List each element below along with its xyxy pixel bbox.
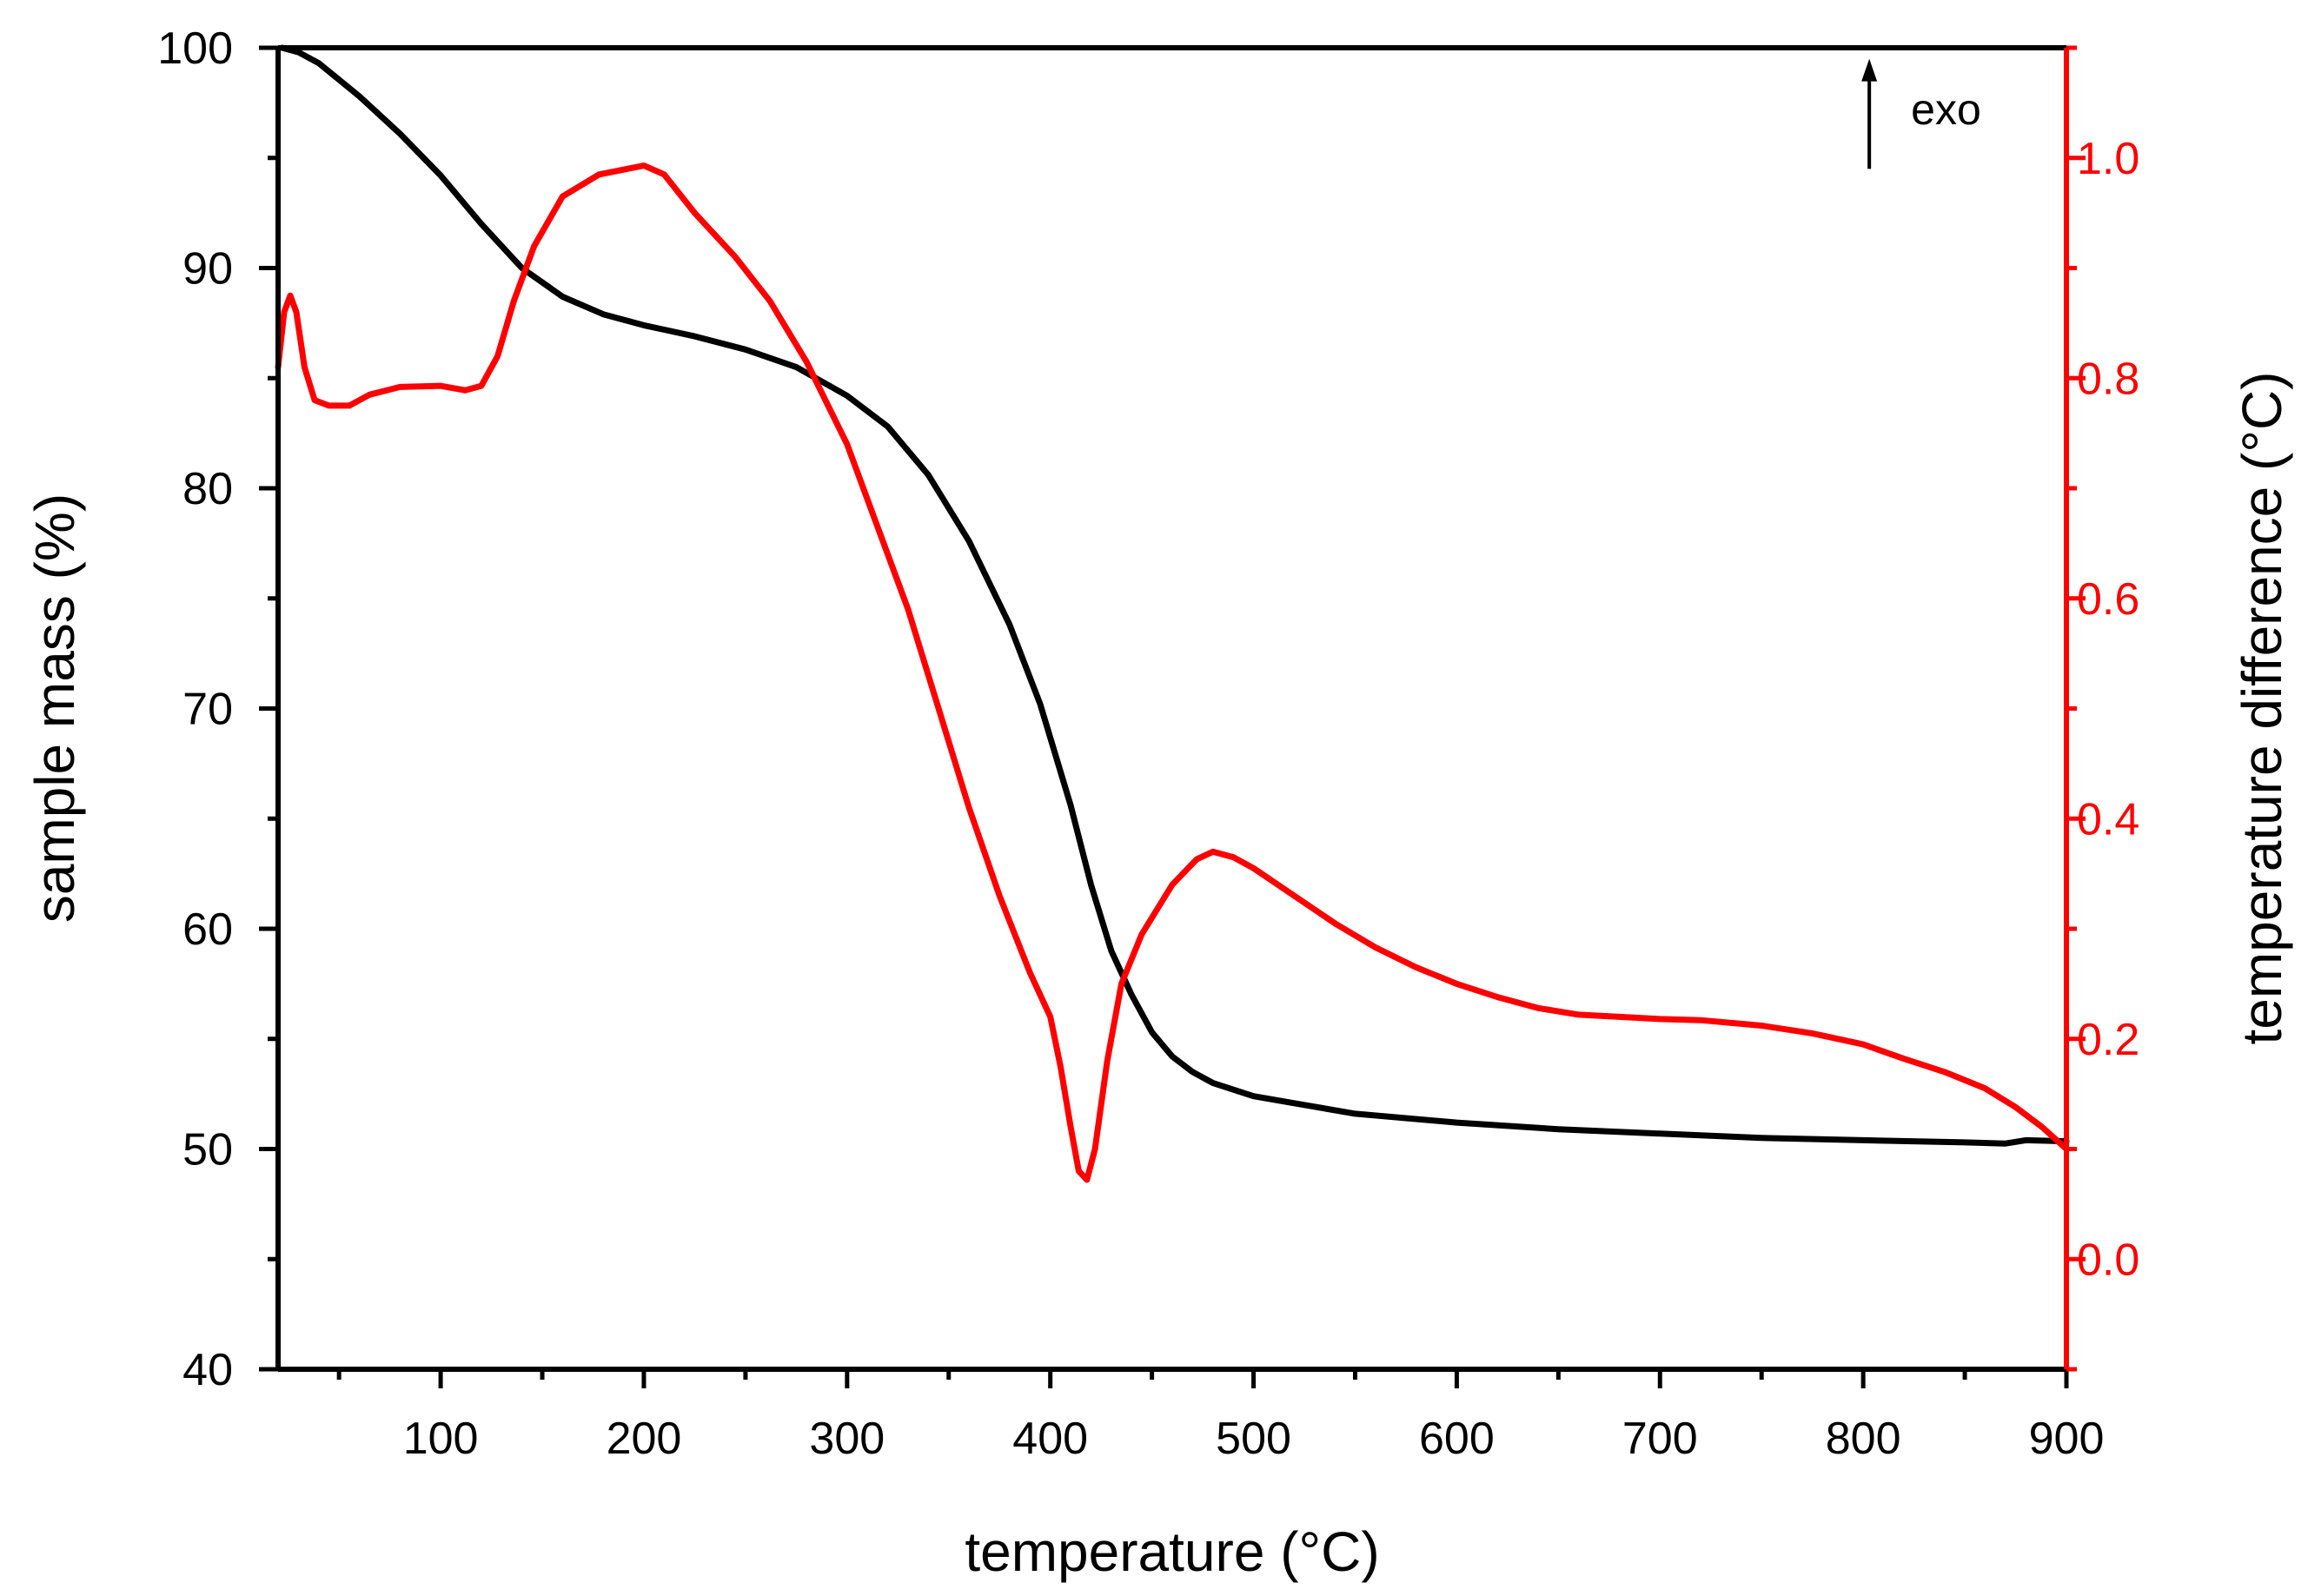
right-y-axis-title: temperature difference (°C) <box>2231 372 2293 1045</box>
exo-annotation: exo <box>1861 58 1981 169</box>
right-y-tick-label: 0.6 <box>2077 574 2139 625</box>
right-y-tick-label: 0.8 <box>2077 354 2139 404</box>
left-y-axis-ticks: 40 50 60 70 80 90 100 <box>157 23 278 1395</box>
left-y-tick-label: 40 <box>182 1345 233 1395</box>
plot-area <box>275 44 2070 1183</box>
x-tick-label: 100 <box>403 1414 479 1464</box>
right-y-tick-label: 0.4 <box>2077 794 2139 844</box>
right-y-axis-ticks: 0.0 0.2 0.4 0.6 0.8 1.0 <box>2066 45 2139 1372</box>
left-y-axis-title: sample mass (%) <box>23 493 86 923</box>
exo-label: exo <box>1911 85 1981 134</box>
x-tick-label: 600 <box>1419 1414 1495 1464</box>
x-axis-title: temperature (°C) <box>965 1520 1379 1583</box>
x-tick-label: 400 <box>1012 1414 1088 1464</box>
x-tick-label: 700 <box>1622 1414 1698 1464</box>
left-y-tick-label: 80 <box>182 464 233 514</box>
left-y-tick-label: 60 <box>182 904 233 955</box>
left-y-tick-label: 90 <box>182 244 233 295</box>
x-tick-label: 900 <box>2029 1414 2105 1464</box>
left-y-tick-label: 50 <box>182 1125 233 1175</box>
sample-mass-line <box>279 44 2070 1147</box>
x-tick-label: 200 <box>607 1414 682 1464</box>
temperature-difference-line <box>275 162 2070 1183</box>
left-y-tick-label: 70 <box>182 685 233 735</box>
x-axis-ticks: 100 200 300 400 500 600 700 800 900 <box>336 1369 2105 1464</box>
exo-arrow-head-icon <box>1861 58 1878 82</box>
x-tick-label: 500 <box>1216 1414 1291 1464</box>
right-y-tick-label: 1.0 <box>2077 134 2139 184</box>
x-tick-label: 300 <box>809 1414 885 1464</box>
left-y-tick-label: 100 <box>157 23 233 74</box>
right-y-tick-label: 0.2 <box>2077 1015 2139 1065</box>
right-y-tick-label: 0.0 <box>2077 1235 2139 1285</box>
x-tick-label: 800 <box>1826 1414 1901 1464</box>
